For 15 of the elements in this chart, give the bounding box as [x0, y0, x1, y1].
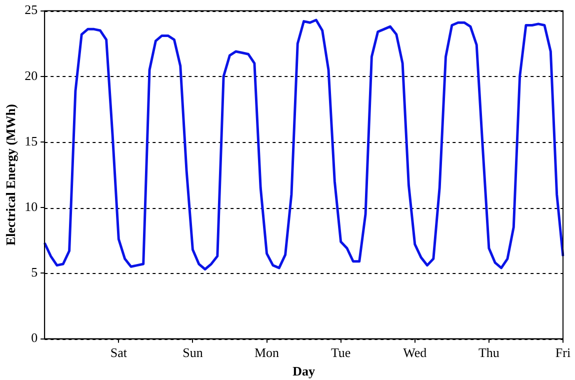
x-tick-label: Sun	[182, 345, 204, 360]
y-axis-title: Electrical Energy (MWh)	[3, 104, 18, 246]
y-tick-label: 5	[31, 264, 38, 280]
x-tick-label: Tue	[330, 345, 351, 360]
y-tick-label: 15	[24, 133, 38, 148]
x-axis-title: Day	[292, 364, 316, 379]
x-tick-label: Mon	[254, 345, 280, 360]
x-tick-label: Fri	[555, 345, 571, 360]
x-tick-label: Sat	[110, 345, 128, 360]
x-tick-label: Wed	[403, 345, 428, 360]
y-tick-label: 25	[24, 2, 38, 18]
x-tick-label: Thu	[478, 345, 500, 360]
y-tick-label: 20	[24, 68, 38, 83]
y-tick-label: 0	[31, 330, 38, 346]
y-tick-label: 10	[24, 199, 38, 214]
